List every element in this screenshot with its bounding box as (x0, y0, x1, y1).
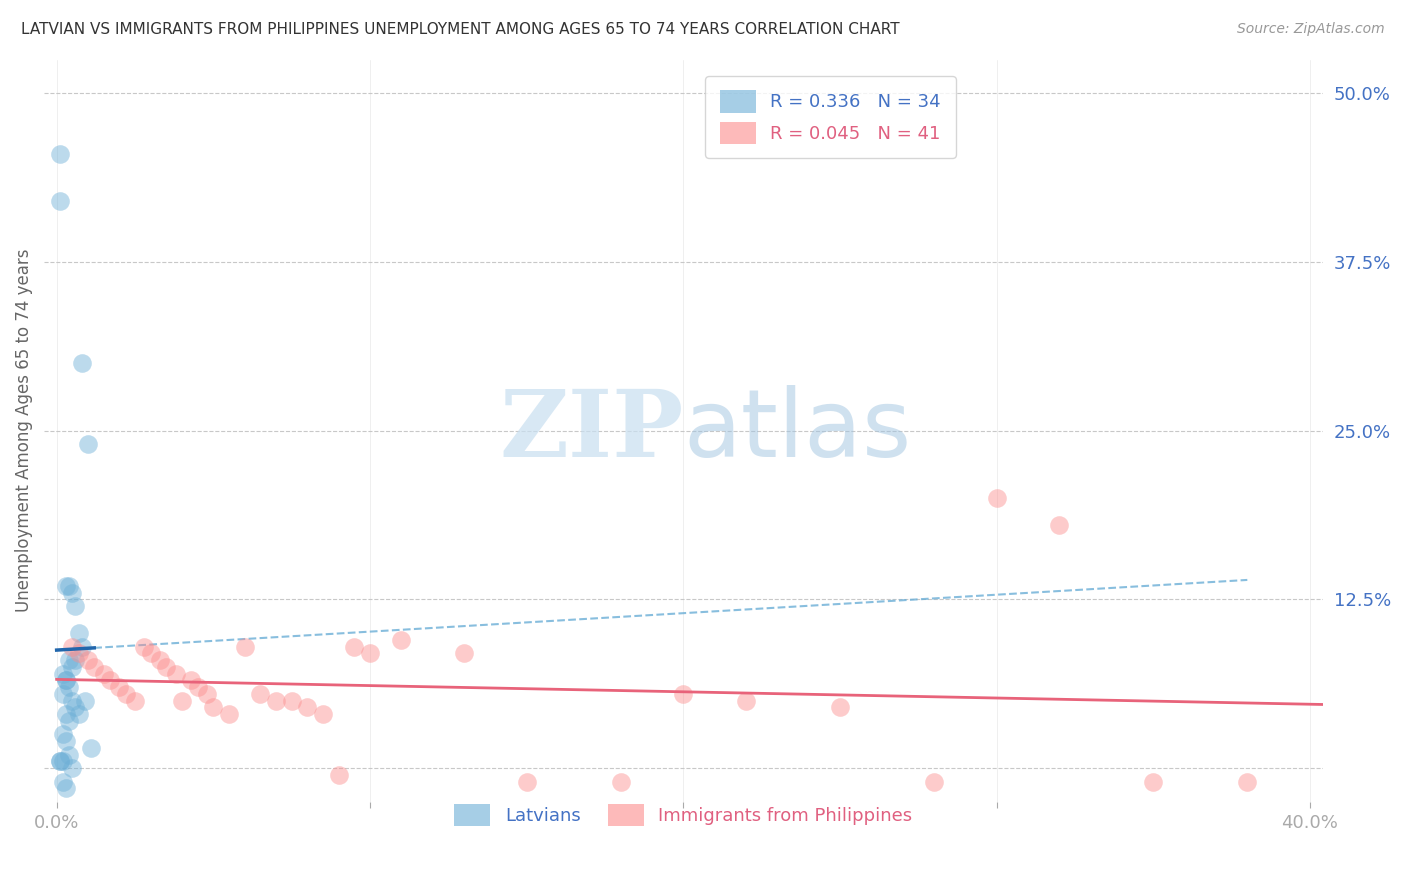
Point (52, 727, 75, 741)
Point (83, 660, 105, 674)
Point (264, 694, 287, 708)
Point (58, 714, 80, 728)
Point (60, 640, 83, 654)
Point (77, 437, 100, 451)
Point (312, 707, 335, 722)
Point (98, 673, 121, 688)
Legend: Latvians, Immigrants from Philippines: Latvians, Immigrants from Philippines (447, 797, 920, 834)
Point (108, 680, 131, 694)
Point (609, 774, 631, 789)
Point (155, 660, 177, 674)
Point (93, 666, 115, 681)
Point (73, 694, 96, 708)
Point (67, 707, 90, 722)
Point (60, 694, 83, 708)
Point (60, 660, 83, 674)
Point (134, 640, 156, 654)
Point (70, 356, 93, 370)
Point (60, 761, 83, 775)
Point (735, 694, 758, 708)
Point (233, 640, 256, 654)
Point (1236, 774, 1258, 789)
Point (195, 687, 218, 701)
Point (65, 700, 87, 714)
Point (49, 194, 72, 209)
Text: Source: ZipAtlas.com: Source: ZipAtlas.com (1237, 22, 1385, 37)
Point (67, 626, 90, 640)
Y-axis label: Unemployment Among Ages 65 to 74 years: Unemployment Among Ages 65 to 74 years (15, 249, 32, 613)
Point (80, 740, 103, 755)
Point (180, 673, 202, 688)
Point (70, 640, 93, 654)
Point (1142, 774, 1164, 789)
Point (170, 694, 193, 708)
Point (65, 653, 87, 667)
Point (55, 579, 77, 593)
Point (55, 781, 77, 796)
Point (297, 700, 319, 714)
Point (55, 673, 77, 688)
Point (187, 680, 209, 694)
Point (67, 647, 90, 661)
Point (1047, 518, 1070, 533)
Point (218, 707, 240, 722)
Point (986, 491, 1008, 506)
Point (65, 599, 87, 614)
Text: atlas: atlas (683, 384, 911, 476)
Point (49, 755, 72, 769)
Point (453, 647, 475, 661)
Point (52, 666, 75, 681)
Point (60, 585, 83, 599)
Point (55, 707, 77, 722)
Point (124, 694, 146, 708)
Point (280, 694, 302, 708)
Point (52, 755, 75, 769)
Point (922, 774, 945, 789)
Point (165, 666, 187, 681)
Point (249, 687, 271, 701)
Point (672, 687, 695, 701)
Point (52, 687, 75, 701)
Point (202, 700, 225, 714)
Point (149, 653, 172, 667)
Point (114, 687, 136, 701)
Point (139, 647, 162, 661)
Point (359, 647, 381, 661)
Point (58, 747, 80, 762)
Point (55, 734, 77, 748)
Point (52, 774, 75, 789)
Point (828, 700, 851, 714)
Point (58, 680, 80, 694)
Text: ZIP: ZIP (499, 385, 683, 475)
Point (58, 579, 80, 593)
Point (49, 755, 72, 769)
Point (389, 632, 412, 647)
Point (77, 653, 100, 667)
Point (58, 653, 80, 667)
Point (49, 147, 72, 161)
Point (55, 673, 77, 688)
Text: LATVIAN VS IMMIGRANTS FROM PHILIPPINES UNEMPLOYMENT AMONG AGES 65 TO 74 YEARS CO: LATVIAN VS IMMIGRANTS FROM PHILIPPINES U… (21, 22, 900, 37)
Point (328, 768, 350, 782)
Point (516, 774, 538, 789)
Point (343, 640, 366, 654)
